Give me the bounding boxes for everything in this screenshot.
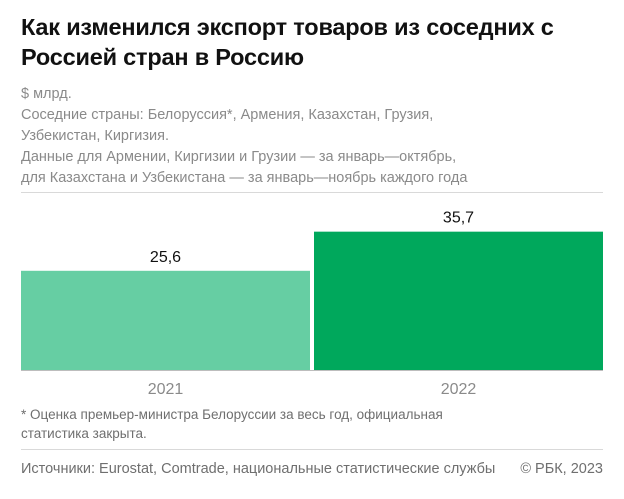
bar-2021 xyxy=(21,270,310,370)
subtitle-line: для Казахстана и Узбекистана — за январь… xyxy=(21,170,468,186)
x-tick-label-2022: 2022 xyxy=(441,381,477,398)
x-tick-label-2021: 2021 xyxy=(148,381,184,398)
subtitle-line: Соседние страны: Белоруссия*, Армения, К… xyxy=(21,107,434,123)
subtitle-line: Данные для Армении, Киргизии и Грузии — … xyxy=(21,149,457,165)
chart-title: Как изменился экспорт товаров из соседни… xyxy=(21,14,554,70)
data-label-2021: 25,6 xyxy=(150,249,181,266)
footnote-line: * Оценка премьер-министра Белоруссии за … xyxy=(21,407,443,422)
subtitle-line: $ млрд. xyxy=(21,86,72,102)
top-divider xyxy=(21,192,603,193)
footnote: * Оценка премьер-министра Белоруссии за … xyxy=(21,405,611,443)
bottom-divider xyxy=(21,449,603,450)
chart-subtitle: $ млрд. Соседние страны: Белоруссия*, Ар… xyxy=(21,84,611,189)
bar-chart: 25,6 2021 35,7 2022 xyxy=(21,210,603,398)
footnote-line: статистика закрыта. xyxy=(21,426,147,441)
bar-2022 xyxy=(314,231,603,370)
subtitle-line: Узбекистан, Киргизия. xyxy=(21,128,170,144)
copyright: © РБК, 2023 xyxy=(520,461,603,477)
source-note: Источники: Eurostat, Comtrade, националь… xyxy=(21,461,496,477)
data-label-2022: 35,7 xyxy=(443,210,474,227)
